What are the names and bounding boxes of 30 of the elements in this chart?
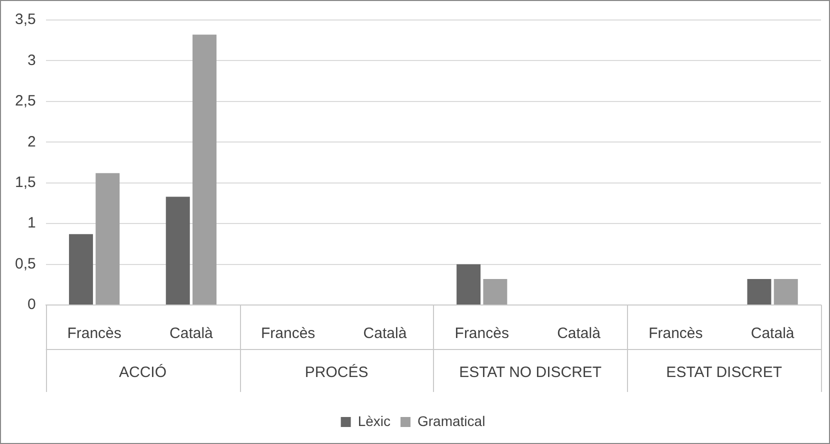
bar: [192, 34, 217, 304]
text: ACCIÓ: [118, 363, 167, 382]
x-tick-label: Francès: [67, 325, 122, 342]
x-tick-label: Català: [363, 325, 408, 342]
x-tick-label: Francès: [648, 325, 703, 342]
y-tick-label: 1: [28, 214, 36, 232]
bar: [166, 196, 190, 304]
bar: [483, 278, 508, 304]
y-tick-label: 2: [28, 133, 36, 150]
y-tick-label: 0,5: [14, 255, 36, 272]
x-tick-label: Català: [557, 325, 602, 342]
text: ESTAT NO DISCRET: [459, 364, 602, 382]
x-tick-label: Francès: [454, 325, 509, 342]
bar: [96, 173, 120, 304]
bar: [68, 234, 93, 304]
text: PROCÉS: [304, 363, 368, 382]
x-tick-label: Català: [170, 325, 214, 342]
y-tick-label: 1,5: [14, 174, 36, 191]
y-tick-label: 3: [28, 52, 36, 69]
legend-label: Gramatical: [418, 412, 486, 429]
y-tick-label: 3,5: [14, 11, 36, 28]
bar: [456, 264, 481, 304]
text: ESTAT DISCRET: [666, 364, 782, 382]
bar: [774, 278, 798, 304]
legend-label: Lèxic: [358, 412, 391, 429]
bar: [747, 278, 772, 304]
x-tick-label: Francès: [260, 325, 316, 342]
y-tick-label: 0: [28, 296, 36, 314]
x-tick-label: Català: [750, 325, 795, 342]
y-tick-label: 2,5: [14, 92, 36, 110]
